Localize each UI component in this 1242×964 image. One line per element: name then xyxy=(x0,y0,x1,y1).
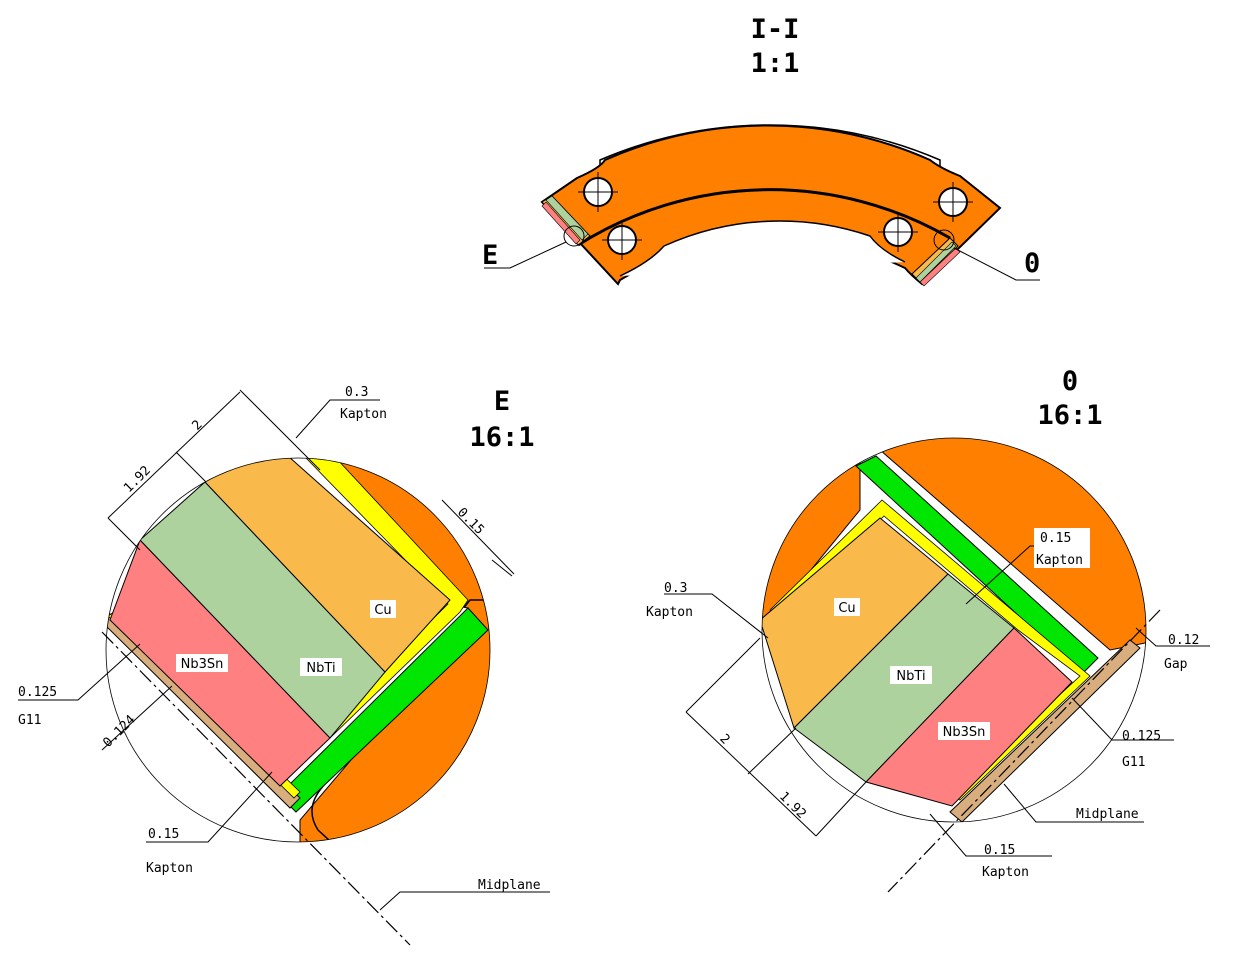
detail-0-boundary xyxy=(761,437,1147,823)
callout-circle-e xyxy=(563,225,585,247)
gap-leader-0 xyxy=(1135,627,1210,647)
g11-value-e: 0.125 xyxy=(18,685,57,700)
nbti-label-0: NbTi xyxy=(896,669,925,684)
gap-value-0: 0.12 xyxy=(1168,633,1199,648)
g11-label-e: G11 xyxy=(18,713,41,728)
nb3sn-label-e: Nb3Sn xyxy=(181,657,224,672)
kapton-left-value-0: 0.3 xyxy=(664,581,687,596)
g11-value-0: 0.125 xyxy=(1122,729,1161,744)
g11-strip-0 xyxy=(949,639,1141,822)
detail-0-scale: 16:1 xyxy=(1037,400,1102,431)
midplane-label-0: Midplane xyxy=(1076,807,1139,822)
hole-3 xyxy=(878,212,918,252)
kapton-bottom-value-e: 0.15 xyxy=(148,827,179,842)
kapton-top-label-e: Kapton xyxy=(340,407,387,422)
g11-leader-e xyxy=(18,643,141,701)
hole-4 xyxy=(933,182,973,222)
detail-e-scale: 16:1 xyxy=(469,422,534,453)
midplane-label-e: Midplane xyxy=(478,878,541,893)
hole-1 xyxy=(578,172,618,212)
midplane-leader-0 xyxy=(1003,783,1144,823)
nb3sn-block-0 xyxy=(865,627,1073,807)
dim-line-2-0 xyxy=(685,711,817,837)
section-view-name: I-I xyxy=(751,14,800,45)
dim-192-0: 1.92 xyxy=(776,789,809,822)
cu-label-0: Cu xyxy=(838,601,855,616)
kapton-inner-label-0: Kapton xyxy=(1036,553,1083,568)
gap-dim-line-e xyxy=(441,499,515,575)
section-view-scale: 1:1 xyxy=(751,48,800,79)
dim-124-e: 0.124 xyxy=(100,712,138,750)
callout-e-label: E xyxy=(482,240,498,271)
kapton-bottom-label-0: Kapton xyxy=(982,865,1029,880)
midplane-line-e xyxy=(101,631,411,946)
midplane-line-0 xyxy=(887,609,1161,893)
kapton-top-value-e: 0.3 xyxy=(345,385,368,400)
kapton-bottom-value-0: 0.15 xyxy=(984,843,1015,858)
kapton-left-leader-0 xyxy=(664,593,769,639)
detail-0: 0 16:1 Midplane 0.15 Kapton xyxy=(646,366,1210,893)
kapton-inner-value-0: 0.15 xyxy=(1040,531,1071,546)
hole-2 xyxy=(602,220,642,260)
green-shim-0 xyxy=(855,455,1099,675)
kapton-bottom-leader-e xyxy=(146,771,273,843)
slot-e xyxy=(311,599,490,842)
dim-line-2-e xyxy=(107,391,241,519)
callout-0-label: 0 xyxy=(1024,248,1040,279)
detail-e-boundary xyxy=(105,457,491,843)
callout-circle-0 xyxy=(933,229,955,251)
section-view: I-I 1:1 xyxy=(482,14,1040,287)
kapton-top-leader-e xyxy=(295,399,380,439)
g11-leader-0 xyxy=(1071,697,1174,741)
detail-0-name: 0 xyxy=(1062,366,1078,397)
kapton-bottom-label-e: Kapton xyxy=(146,861,193,876)
g11-label-0: G11 xyxy=(1122,755,1145,770)
dim-2-e: 2 xyxy=(189,417,205,433)
midplane-leader-e xyxy=(379,891,550,911)
gap-value-e: 0.15 xyxy=(454,505,487,538)
end-stack-right xyxy=(911,237,961,287)
nb3sn-label-0: Nb3Sn xyxy=(943,725,986,740)
kapton-bottom-leader-0 xyxy=(929,813,1052,857)
coil-separator xyxy=(577,188,951,247)
dim-124-line-e xyxy=(101,685,173,751)
gap-label-0: Gap xyxy=(1164,657,1188,672)
kapton-left-label-0: Kapton xyxy=(646,605,693,620)
callout-leader-0 xyxy=(953,247,1040,281)
nbti-label-e: NbTi xyxy=(306,661,335,676)
collar-notch-left xyxy=(619,220,906,277)
detail-e-name: E xyxy=(494,386,510,417)
cu-label-e: Cu xyxy=(374,603,391,618)
callout-leader-e xyxy=(484,241,567,269)
dim-2-0: 2 xyxy=(716,731,732,747)
detail-e: E 16:1 Midplane xyxy=(18,385,550,946)
